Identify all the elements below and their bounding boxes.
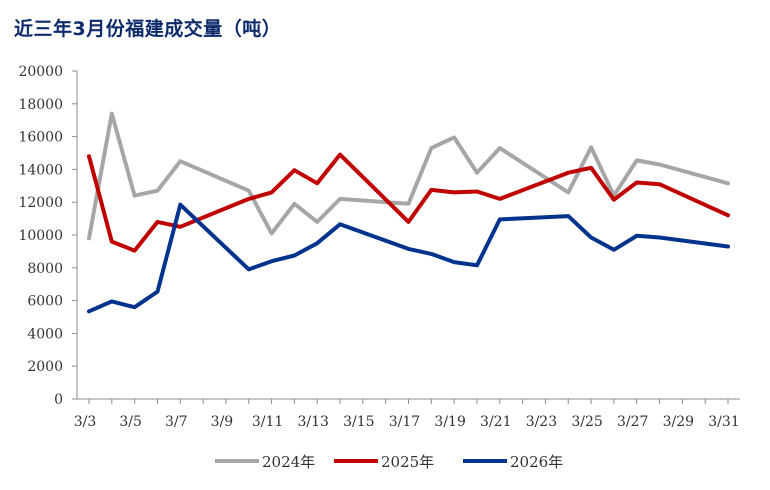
x-tick-label: 3/23 xyxy=(526,414,557,430)
y-axis-ticks: 0 2000 4000 6000 8000 10000 12000 14000 16000 180… xyxy=(18,64,77,408)
x-tick-label: 3/27 xyxy=(617,414,648,430)
x-tick-label: 3/17 xyxy=(389,414,420,430)
x-tick-label: 3/29 xyxy=(663,414,694,430)
legend-label: 2025年 xyxy=(381,453,434,471)
y-tick-label: 0 xyxy=(54,392,63,408)
x-tick-label: 3/31 xyxy=(708,414,739,430)
x-tick-label: 3/21 xyxy=(480,414,511,430)
x-tick-label: 3/9 xyxy=(211,414,234,430)
legend-label: 2024年 xyxy=(262,453,315,471)
x-tick-label: 3/15 xyxy=(343,414,374,430)
y-tick-label: 20000 xyxy=(18,64,63,80)
chart-title: 近三年3月份福建成交量（吨） xyxy=(14,18,282,40)
y-tick-label: 14000 xyxy=(18,162,63,178)
x-axis-ticks: 3/3 3/5 3/7 3/9 3/11 3/13 3/15 3/17 3/19 3/21 3/23… xyxy=(74,399,740,430)
series-lines xyxy=(87,111,730,314)
y-tick-label: 18000 xyxy=(18,97,63,113)
legend: 2024年 2025年 2026年 xyxy=(215,453,563,471)
y-tick-label: 8000 xyxy=(27,261,63,277)
x-tick-label: 3/3 xyxy=(74,414,97,430)
y-tick-label: 2000 xyxy=(27,359,63,375)
x-tick-label: 3/5 xyxy=(119,414,142,430)
x-tick-label: 3/25 xyxy=(571,414,602,430)
x-tick-label: 3/19 xyxy=(434,414,465,430)
y-tick-label: 10000 xyxy=(18,228,63,244)
y-tick-label: 12000 xyxy=(18,195,63,211)
y-tick-label: 6000 xyxy=(27,294,63,310)
y-tick-label: 4000 xyxy=(27,326,63,342)
x-tick-label: 3/13 xyxy=(297,414,328,430)
legend-label: 2026年 xyxy=(510,453,563,471)
y-tick-label: 16000 xyxy=(18,130,63,146)
x-tick-label: 3/11 xyxy=(252,414,283,430)
x-tick-label: 3/7 xyxy=(165,414,188,430)
